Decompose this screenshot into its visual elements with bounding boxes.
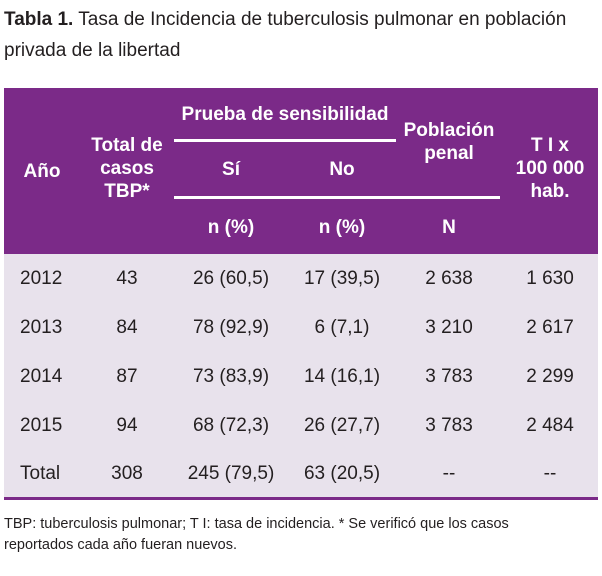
header-si-unit: n (%) [207,217,255,238]
header-population-line-1: Población [403,120,495,141]
cell-total: 84 [116,317,138,338]
header-unit-rule [174,196,500,199]
cell-no: 17 (39,5) [303,268,381,289]
cell-year: 2012 [20,268,63,289]
header-rate: T I x 100 000 hab. [502,134,598,203]
table-row: 2015 94 68 (72,3) 26 (27,7) 3 783 2 484 [4,401,598,450]
cell-si: 26 (60,5) [192,268,270,289]
cell-rate: 2 299 [526,366,574,387]
caption-label: Tabla 1. [4,9,74,30]
caption-line-1: Tabla 1. Tasa de Incidencia de tuberculo… [4,4,598,35]
header-total-line-1: Total de [91,135,163,156]
cell-population: -- [442,463,456,484]
cell-no: 6 (7,1) [314,317,370,338]
cell-population: 3 783 [425,366,473,387]
cell-population: 3 210 [425,317,473,338]
cell-rate: 1 630 [526,268,574,289]
caption-line-2: privada de la libertad [4,40,181,61]
header-population-unit: N [442,217,456,238]
cell-year: 2015 [20,415,63,436]
header-total-line-3: TBP* [104,181,150,202]
caption-title: Tasa de Incidencia de tuberculosis pulmo… [78,9,567,30]
cell-si: 68 (72,3) [192,415,270,436]
header-total: Total de casos TBP* [80,134,174,203]
cell-rate: -- [543,463,557,484]
cell-total: 94 [116,415,138,436]
footnote-line-2: reportados cada año fueran nuevos. [4,537,237,553]
cell-rate: 2 617 [526,317,574,338]
cell-no: 14 (16,1) [303,366,381,387]
cell-rate: 2 484 [526,415,574,436]
cell-population: 3 783 [425,415,473,436]
table-row: 2014 87 73 (83,9) 14 (16,1) 3 783 2 299 [4,352,598,401]
header-population: Población penal [396,119,502,165]
cell-total: 43 [116,268,138,289]
table-row: 2012 43 26 (60,5) 17 (39,5) 2 638 1 630 [4,254,598,303]
header-rate-line-1: T I x [530,135,569,156]
table-caption: Tabla 1. Tasa de Incidencia de tuberculo… [4,4,598,66]
header-test-group: Prueba de sensibilidad [181,104,389,125]
cell-no: 63 (20,5) [303,463,381,484]
header-no-unit: n (%) [318,217,366,238]
cell-year: Total [20,463,61,484]
header-no: No [329,159,355,180]
table-row: 2013 84 78 (92,9) 6 (7,1) 3 210 2 617 [4,303,598,352]
cell-si: 78 (92,9) [192,317,270,338]
table-total-row: Total 308 245 (79,5) 63 (20,5) -- -- [4,449,598,498]
header-group-rule [174,139,396,142]
header-si: Sí [222,159,240,180]
cell-no: 26 (27,7) [303,415,381,436]
cell-total: 308 [111,463,143,484]
table-bottom-rule [4,497,598,500]
incidence-table: Año Total de casos TBP* Prueba de sensib… [4,88,598,500]
cell-year: 2013 [20,317,63,338]
table-footnote: TBP: tuberculosis pulmonar; T I: tasa de… [4,514,598,556]
header-rate-line-3: hab. [530,181,570,202]
header-total-line-2: casos [100,158,154,179]
header-rate-line-2: 100 000 [515,158,585,179]
cell-year: 2014 [20,366,63,387]
cell-total: 87 [116,366,138,387]
header-population-line-2: penal [424,143,474,164]
cell-si: 73 (83,9) [192,366,270,387]
table-header: Año Total de casos TBP* Prueba de sensib… [4,88,598,254]
cell-population: 2 638 [425,268,473,289]
cell-si: 245 (79,5) [187,463,275,484]
footnote-line-1: TBP: tuberculosis pulmonar; T I: tasa de… [4,516,509,532]
header-year: Año [23,161,61,182]
